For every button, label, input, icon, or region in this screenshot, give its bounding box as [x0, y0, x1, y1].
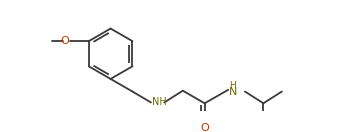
- Text: O: O: [200, 123, 209, 132]
- Text: H: H: [229, 81, 236, 90]
- Text: O: O: [61, 36, 70, 46]
- Text: N: N: [229, 86, 237, 96]
- Text: NH: NH: [152, 97, 167, 107]
